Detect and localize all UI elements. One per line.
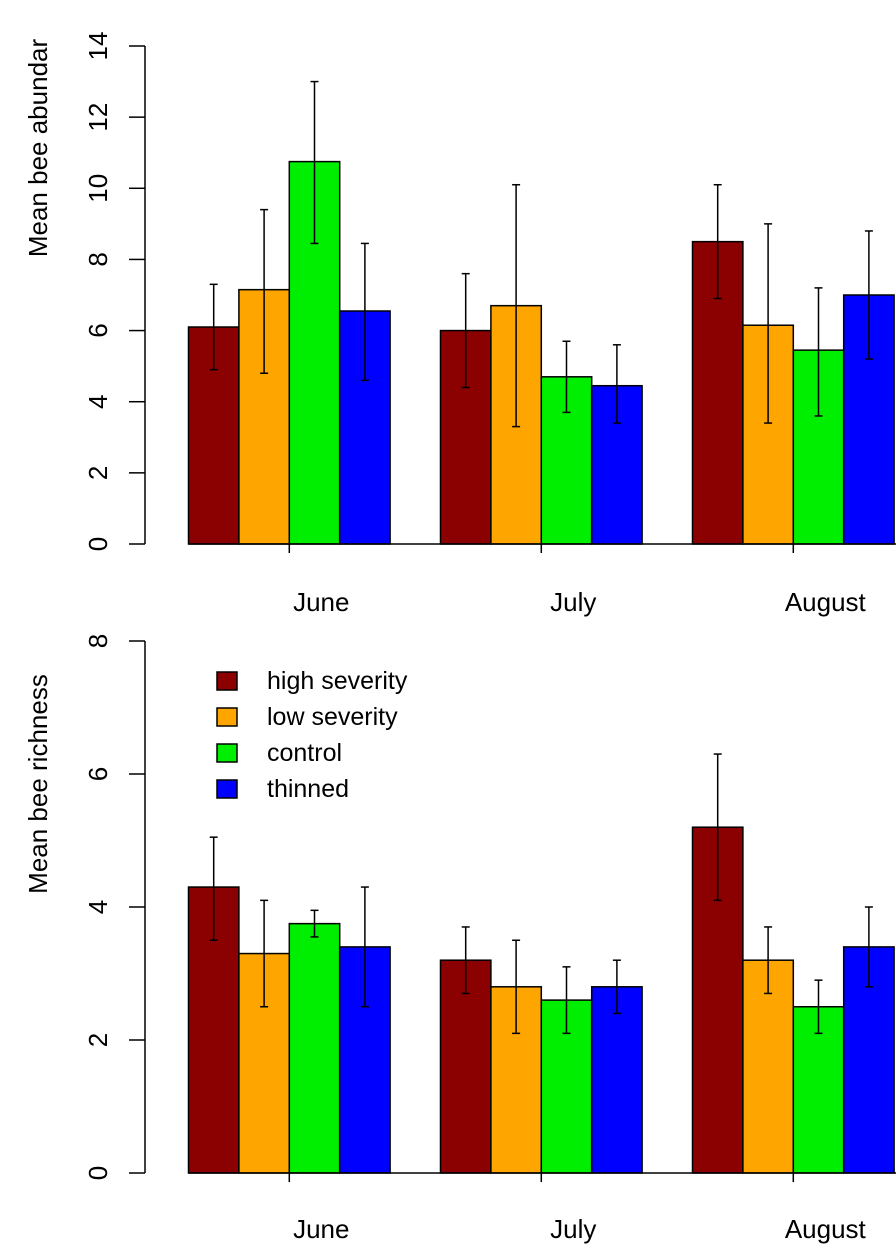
- legend-label: low severity: [267, 703, 398, 731]
- legend-swatch: [216, 671, 238, 691]
- x-tick-label: July: [550, 1214, 596, 1244]
- x-tick-label: August: [785, 587, 867, 617]
- x-tick-label: June: [293, 1214, 349, 1244]
- richness-panel: 0 2 4 6 8 Mean bee richness June July August high…: [23, 634, 896, 1244]
- legend-swatch: [216, 707, 238, 727]
- y-tick-label: 12: [83, 103, 113, 132]
- y-axis-title: Mean bee abundar: [23, 39, 53, 258]
- y-tick-label: 8: [83, 634, 113, 648]
- y-tick-label: 6: [83, 323, 113, 337]
- y-tick-label: 10: [83, 174, 113, 203]
- legend-label: high severity: [267, 667, 408, 695]
- y-tick-label: 0: [83, 1166, 113, 1180]
- y-tick-label: 14: [83, 32, 113, 61]
- legend-label: thinned: [267, 775, 349, 803]
- x-tick-label: July: [550, 587, 596, 617]
- legend-label: control: [267, 739, 342, 767]
- legend-swatch: [216, 743, 238, 763]
- y-tick-label: 2: [83, 466, 113, 480]
- y-tick-label: 4: [83, 900, 113, 914]
- y-tick-label: 8: [83, 252, 113, 266]
- y-tick-label: 2: [83, 1033, 113, 1047]
- abundance-panel: 0 2 4 6 8 10 12 14 Mean bee abundar June July Augus…: [23, 32, 896, 617]
- bar: [792, 1006, 845, 1174]
- legend-swatch: [216, 779, 238, 799]
- x-tick-label: June: [293, 587, 349, 617]
- y-tick-label: 0: [83, 537, 113, 551]
- y-axis-title: Mean bee richness: [23, 674, 53, 894]
- bar: [288, 922, 341, 1174]
- y-tick-label: 4: [83, 394, 113, 408]
- y-tick-label: 6: [83, 767, 113, 781]
- x-tick-label: August: [785, 1214, 867, 1244]
- bar: [590, 986, 643, 1174]
